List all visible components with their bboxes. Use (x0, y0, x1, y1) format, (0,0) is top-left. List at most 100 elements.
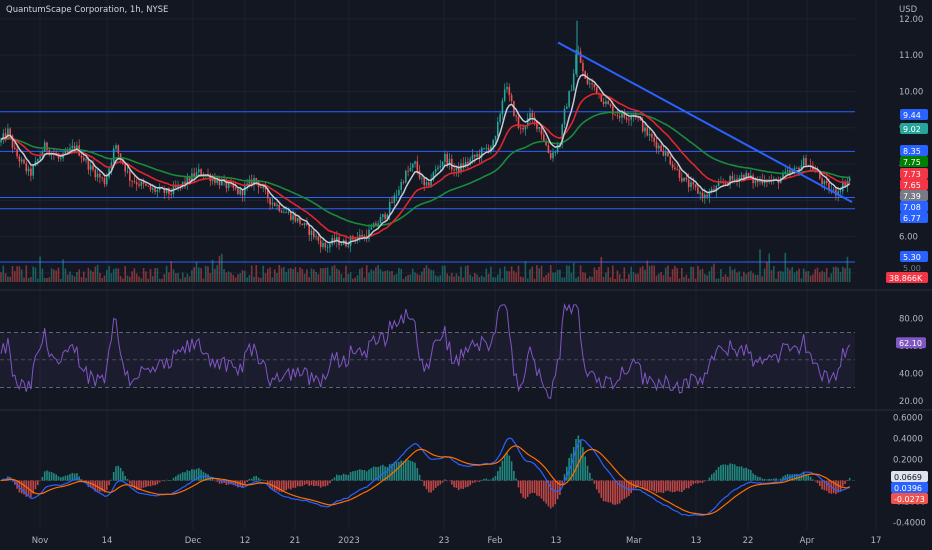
candle-body (494, 136, 497, 140)
volume-bar (278, 265, 281, 282)
macd-histogram-bar (692, 480, 695, 485)
candle-body (237, 188, 239, 195)
macd-histogram-bar (421, 479, 423, 481)
volume-bar (658, 273, 660, 282)
volume-bar (20, 269, 23, 282)
volume-bar (248, 275, 251, 282)
candle-body (478, 154, 481, 157)
candle-body (430, 179, 432, 186)
macd-histogram-bar (807, 475, 810, 481)
macd-tick-label-1: 0.4000 (893, 434, 923, 444)
price-tag-0: 9.44 (903, 111, 921, 120)
macd-histogram-bar (41, 476, 44, 481)
macd-histogram-bar (809, 476, 812, 481)
volume-bar (421, 271, 423, 282)
candle-body (313, 230, 315, 238)
macd-histogram-bar (257, 477, 260, 481)
macd-histogram-bar (457, 480, 460, 491)
macd-histogram-bar (315, 480, 317, 486)
candle-body (704, 194, 706, 199)
volume-bar (510, 266, 513, 282)
volume-bar (809, 275, 812, 282)
candle-body (232, 183, 235, 188)
macd-histogram-bar (595, 480, 598, 490)
candle-body (579, 51, 582, 63)
macd-histogram-bar (786, 474, 789, 481)
candle-body (724, 183, 727, 184)
candle-body (469, 159, 471, 164)
price-tick-label-7: 12.00 (899, 15, 923, 25)
macd-histogram-bar (428, 480, 430, 493)
macd-histogram-bar (411, 461, 414, 481)
candle-body (605, 101, 607, 105)
macd-histogram-bar (471, 480, 474, 484)
macd-histogram-bar (759, 477, 761, 481)
macd-histogram-bar (662, 480, 665, 494)
candle-body (713, 189, 715, 192)
x-tick-label-0: Nov (32, 536, 49, 546)
volume-bar (487, 273, 490, 282)
volume-bar (524, 261, 527, 282)
volume-bar (462, 277, 465, 282)
candle-body (388, 202, 391, 215)
x-tick-label-1: 14 (102, 536, 113, 546)
volume-bar (108, 265, 110, 282)
candle-body (653, 137, 655, 142)
candle-body (503, 89, 506, 101)
candle-body (294, 215, 297, 222)
x-tick-label-11: 22 (743, 536, 754, 546)
volume-bar (368, 272, 370, 282)
volume-bar (319, 268, 322, 282)
candle-body (694, 184, 697, 188)
volume-bar (407, 274, 409, 282)
macd-histogram-bar (556, 480, 559, 500)
volume-bar (549, 265, 552, 282)
candle-body (708, 192, 711, 197)
candle-body (701, 192, 704, 199)
volume-bar (393, 274, 396, 282)
candle-body (821, 178, 823, 185)
macd-histogram-bar (57, 476, 60, 481)
volume-bar (648, 265, 651, 282)
candle-body (46, 142, 48, 151)
macd-histogram-bar (400, 460, 402, 481)
macd-histogram-bar (478, 480, 481, 482)
macd-histogram-bar (658, 480, 660, 493)
volume-bar (138, 276, 140, 282)
volume-bar (78, 269, 80, 282)
macd-histogram-bar (152, 480, 154, 486)
volume-bar (296, 272, 299, 282)
macd-histogram-bar (750, 470, 752, 481)
macd-histogram-bar (791, 474, 793, 481)
macd-histogram-bar (729, 463, 731, 481)
candle-body (483, 148, 485, 149)
candle-body (250, 179, 253, 186)
macd-histogram-bar (204, 473, 207, 481)
macd-histogram-bar (216, 480, 218, 482)
trendline[interactable] (557, 41, 853, 204)
volume-bar (9, 276, 11, 282)
volume-bar (697, 265, 699, 282)
volume-bar (448, 275, 451, 282)
volume-bar (842, 266, 844, 282)
macd-histogram-bar (828, 480, 830, 494)
macd-histogram-bar (802, 472, 805, 481)
volume-bar (308, 277, 310, 282)
volume-bar (812, 274, 814, 282)
volume-bar (612, 265, 614, 282)
macd-histogram-bar (80, 479, 83, 481)
macd-histogram-bar (538, 480, 540, 497)
macd-histogram-bar (287, 480, 290, 489)
candle-body (805, 157, 807, 167)
macd-histogram-bar (448, 480, 451, 482)
volume-bar (540, 265, 543, 282)
volume-bar (379, 269, 382, 282)
macd-histogram-bar (467, 480, 469, 487)
volume-bar (365, 265, 368, 282)
macd-histogram-bar (110, 479, 113, 481)
volume-bar (338, 269, 340, 282)
macd-histogram-bar (260, 479, 262, 481)
candle-body (264, 186, 267, 190)
volume-bar (628, 274, 630, 282)
